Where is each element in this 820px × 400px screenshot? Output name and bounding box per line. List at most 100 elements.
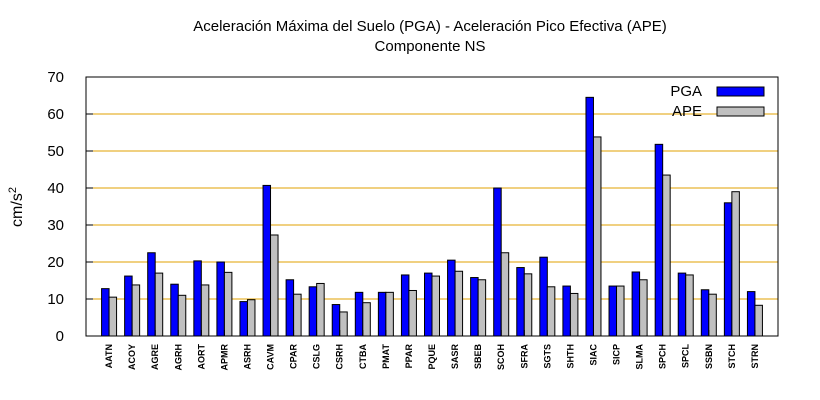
x-tick-label-scoh: SCOH	[496, 344, 506, 370]
y-tick-label: 10	[47, 291, 64, 308]
x-tick-label-slma: SLMA	[635, 344, 645, 370]
x-tick-label-cpar: CPAR	[289, 344, 299, 369]
bar-pga-siac	[585, 96, 594, 337]
x-tick-label-ctba: CTBA	[358, 344, 368, 369]
bar-pga-apmr	[216, 261, 225, 337]
bar-ape-siac	[592, 136, 602, 337]
x-tick-label-aort: AORT	[196, 344, 206, 370]
bar-ape-asrh	[246, 299, 256, 337]
y-axis-label: cm/s2	[7, 187, 26, 227]
bar-pga-cslg	[308, 286, 318, 337]
bar-ape-cslg	[316, 282, 325, 337]
y-axis-label-unit: cm/s	[9, 193, 26, 227]
x-tick-label-ppar: PPAR	[404, 344, 414, 369]
x-tick-label-siac: SIAC	[588, 344, 598, 366]
x-tick-label-cslg: CSLG	[312, 344, 322, 369]
bar-ape-spcl	[685, 274, 694, 337]
bar-pga-sasr	[447, 259, 456, 337]
bar-pga-sicp	[608, 285, 618, 337]
bar-pga-cavm	[262, 184, 272, 337]
y-tick-label: 30	[47, 217, 64, 234]
y-tick-label: 50	[47, 143, 64, 160]
x-tick-label-spcl: SPCL	[681, 344, 691, 369]
bar-pga-ssbn	[700, 289, 710, 337]
y-tick-label: 40	[47, 180, 64, 197]
x-tick-label-spch: SPCH	[658, 344, 668, 369]
bar-ape-pmat	[385, 291, 394, 337]
bar-pga-csrh	[331, 304, 341, 337]
bar-pga-cpar	[285, 279, 295, 337]
bar-ape-aort	[200, 284, 210, 337]
bar-ape-sasr	[454, 270, 464, 337]
x-tick-label-aatn: AATN	[104, 344, 114, 368]
bar-ape-pque	[431, 275, 440, 337]
bar-ape-apmr	[223, 271, 233, 337]
legend-swatch-ape	[716, 106, 765, 117]
bar-pga-ctba	[354, 291, 364, 337]
bar-pga-slma	[631, 271, 641, 337]
x-tick-label-csrh: CSRH	[335, 344, 345, 370]
bar-pga-agrh	[170, 283, 179, 337]
bars	[101, 96, 763, 337]
bar-pga-stch	[723, 202, 733, 337]
x-tick-label-agre: AGRE	[150, 344, 160, 370]
bar-ape-agrh	[177, 294, 187, 337]
bar-pga-spch	[654, 143, 664, 337]
chart-subtitle: Componente NS	[375, 38, 486, 55]
bar-pga-asrh	[239, 301, 248, 337]
x-axis-ticks: AATN ACOY AGRE AGRH AORT APMR ASRH CAVM CPAR CSLG…	[104, 330, 760, 371]
bar-pga-ppar	[400, 274, 410, 337]
x-tick-label-acoy: ACOY	[127, 344, 137, 370]
bar-ape-stch	[731, 191, 740, 337]
x-tick-label-pque: PQUE	[427, 344, 437, 370]
plot-frame	[85, 76, 779, 337]
bar-ape-sgts	[546, 286, 556, 337]
x-tick-label-sicp: SICP	[612, 344, 622, 365]
x-tick-label-sasr: SASR	[450, 344, 460, 370]
bar-ape-scoh	[500, 252, 510, 337]
bar-ape-ppar	[408, 289, 417, 337]
bar-ape-cavm	[270, 234, 279, 337]
x-tick-label-shth: SHTH	[565, 344, 575, 369]
bar-pga-strn	[746, 291, 756, 337]
x-tick-label-pmat: PMAT	[381, 344, 391, 369]
x-tick-label-strn: STRN	[750, 344, 760, 369]
bar-pga-agre	[147, 252, 156, 337]
bar-pga-aatn	[101, 288, 110, 337]
legend-swatch-pga	[716, 86, 765, 97]
x-tick-label-stch: STCH	[727, 344, 737, 369]
grid	[86, 113, 778, 300]
legend: PGA APE	[670, 83, 765, 120]
bar-pga-acoy	[124, 275, 133, 337]
bar-pga-aort	[193, 260, 202, 337]
bar-ape-cpar	[293, 293, 302, 337]
bar-pga-sbeb	[470, 277, 479, 337]
x-tick-label-sgts: SGTS	[542, 344, 552, 369]
x-tick-label-apmr: APMR	[219, 344, 229, 371]
y-axis-label-exponent: 2	[7, 187, 19, 193]
bar-ape-ctba	[362, 302, 371, 337]
legend-label-ape: APE	[672, 103, 702, 120]
bar-ape-slma	[639, 279, 648, 337]
x-tick-label-asrh: ASRH	[242, 344, 252, 370]
y-tick-label: 0	[56, 328, 64, 345]
y-axis-ticks: 0 10 20 30 40 50 60 70	[47, 69, 93, 345]
x-tick-label-sbeb: SBEB	[473, 344, 483, 370]
bar-ape-agre	[154, 272, 164, 337]
legend-label-pga: PGA	[670, 83, 702, 100]
bar-pga-pmat	[377, 291, 387, 337]
bar-pga-shth	[562, 285, 571, 337]
y-tick-label: 20	[47, 254, 64, 271]
bar-ape-strn	[754, 304, 763, 337]
y-tick-label: 70	[47, 69, 64, 86]
x-tick-label-agrh: AGRH	[173, 344, 183, 371]
bar-pga-spcl	[677, 272, 687, 337]
bar-pga-pque	[424, 272, 433, 337]
y-tick-label: 60	[47, 106, 64, 123]
x-tick-label-ssbn: SSBN	[704, 344, 714, 369]
bar-ape-sbeb	[477, 279, 487, 337]
bar-ape-ssbn	[708, 293, 717, 337]
bar-ape-sfra	[523, 273, 533, 337]
bar-pga-sgts	[539, 256, 548, 337]
